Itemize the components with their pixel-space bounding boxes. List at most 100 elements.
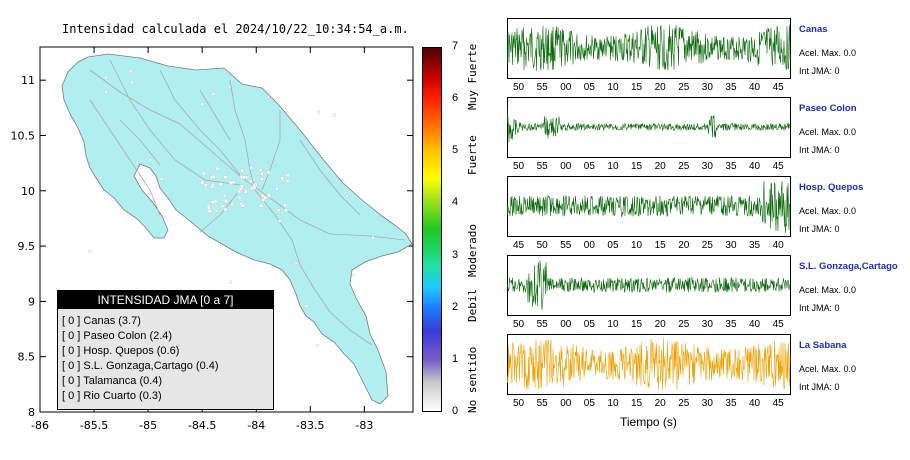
road-network [89, 59, 406, 346]
time-tick-label: 45 [772, 82, 784, 93]
station-acel: Acel. Max. 0.0 [799, 206, 857, 216]
x-tick-label: -84 [247, 419, 265, 432]
time-tick-label: 25 [678, 82, 690, 93]
time-tick-label: 05 [583, 161, 595, 172]
colorbar-tick-label: 3 [452, 248, 459, 261]
time-tick-label: 55 [536, 161, 548, 172]
costa-rica-land [61, 53, 413, 405]
seismogram-0 [507, 18, 791, 79]
colorbar-tick-label: 2 [452, 300, 459, 313]
time-tick-label: 40 [749, 319, 761, 330]
time-tick-label: 55 [536, 398, 548, 409]
time-tick-label: 35 [725, 82, 737, 93]
y-tick-label: 11 [21, 74, 35, 87]
time-tick-label: 25 [678, 161, 690, 172]
seismogram-4 [507, 334, 791, 395]
x-tick-label: -85.5 [80, 419, 108, 432]
time-tick-label: 45 [513, 240, 525, 251]
time-tick-label: 10 [607, 161, 619, 172]
station-name: S.L. Gonzaga,Cartago [799, 261, 898, 272]
time-tick-label: 55 [560, 240, 572, 251]
station-int: Int JMA: 0 [799, 303, 840, 313]
time-tick-label: 45 [772, 161, 784, 172]
time-tick-label: 40 [749, 398, 761, 409]
y-tick-label: 8 [28, 406, 35, 419]
station-acel: Acel. Max. 0.0 [799, 285, 857, 295]
time-tick-label: 50 [536, 240, 548, 251]
colorbar-tick-label: 7 [452, 40, 459, 52]
time-tick-label: 20 [654, 82, 666, 93]
time-tick-label: 00 [560, 319, 572, 330]
time-tick-label: 10 [631, 240, 643, 251]
x-tick-label: -84.5 [188, 419, 216, 432]
time-tick-label: 55 [536, 319, 548, 330]
map-frame [39, 46, 414, 413]
time-tick-label: 30 [701, 82, 713, 93]
y-tick-label: 8.5 [18, 351, 36, 364]
time-tick-label: 20 [654, 161, 666, 172]
time-tick-label: 35 [749, 240, 761, 251]
colorbar-tick-label: 5 [452, 144, 459, 157]
time-tick-label: 40 [772, 240, 784, 251]
time-tick-label: 15 [631, 398, 643, 409]
legend-item: [ 0 ] Rio Cuarto (0.3) [62, 390, 162, 402]
colorbar-tick-label: 4 [452, 196, 459, 209]
x-tick-label: -86 [31, 419, 49, 432]
time-tick-label: 55 [536, 82, 548, 93]
time-axis-label: Tiempo (s) [620, 415, 677, 429]
station-name: Canas [799, 24, 828, 35]
legend-item: [ 0 ] Hosp. Quepos (0.6) [62, 345, 180, 357]
intensity-colorbar [422, 47, 442, 412]
time-tick-label: 15 [631, 161, 643, 172]
station-int: Int JMA: 0 [799, 382, 840, 392]
station-name: Paseo Colon [799, 103, 857, 114]
time-tick-label: 25 [678, 398, 690, 409]
time-tick-label: 05 [607, 240, 619, 251]
time-tick-label: 25 [678, 319, 690, 330]
colorbar-tick-label: 6 [452, 92, 459, 105]
x-tick-label: -85 [139, 419, 157, 432]
seismogram-2 [507, 176, 791, 237]
colorbar-label-moderado: Moderado [466, 224, 479, 277]
time-tick-label: 00 [560, 161, 572, 172]
station-int: Int JMA: 0 [799, 145, 840, 155]
colorbar-tick-label: 0 [452, 405, 459, 417]
time-tick-label: 10 [607, 82, 619, 93]
intensity-legend: INTENSIDAD JMA [0 a 7] [ 0 ] Canas (3.7)… [57, 290, 274, 410]
time-tick-label: 25 [701, 240, 713, 251]
legend-item: [ 0 ] Canas (3.7) [62, 315, 141, 327]
time-tick-label: 20 [654, 398, 666, 409]
time-tick-label: 50 [513, 161, 525, 172]
station-acel: Acel. Max. 0.0 [799, 364, 857, 374]
time-tick-label: 30 [701, 161, 713, 172]
time-tick-label: 15 [631, 82, 643, 93]
time-tick-label: 40 [749, 82, 761, 93]
time-tick-label: 00 [560, 398, 572, 409]
time-tick-label: 45 [772, 319, 784, 330]
time-tick-label: 40 [749, 161, 761, 172]
x-tick-label: -83 [355, 419, 373, 432]
y-tick-label: 10.5 [11, 129, 36, 142]
y-tick-label: 9.5 [18, 240, 36, 253]
map-title: Intensidad calculada el 2024/10/22_10:34… [62, 22, 409, 36]
time-tick-label: 05 [583, 82, 595, 93]
time-tick-label: 50 [513, 319, 525, 330]
map-axis-ticks: -86 -85.5 -85 -84.5 -84 -83.5 -83 8 8.5 9 9.5 10 10.… [11, 47, 413, 432]
y-tick-label: 10 [21, 185, 35, 198]
time-tick-label: 35 [725, 398, 737, 409]
station-name: La Sabana [799, 340, 847, 351]
legend-item: [ 0 ] Paseo Colon (2.4) [62, 330, 173, 342]
time-tick-label: 50 [513, 398, 525, 409]
station-points [82, 70, 375, 370]
time-tick-label: 50 [513, 82, 525, 93]
time-tick-label: 30 [701, 319, 713, 330]
colorbar-label-debil: Debil [466, 288, 479, 322]
map-chart: -86 -85.5 -85 -84.5 -84 -83.5 -83 8 8.5 9 9.5 10 10.… [11, 46, 414, 432]
time-tick-label: 15 [654, 240, 666, 251]
time-tick-label: 20 [654, 319, 666, 330]
time-tick-label: 10 [607, 319, 619, 330]
legend-item: [ 0 ] S.L. Gonzaga,Cartago (0.4) [62, 360, 219, 372]
time-tick-label: 35 [725, 319, 737, 330]
time-tick-label: 45 [772, 398, 784, 409]
time-tick-label: 10 [607, 398, 619, 409]
